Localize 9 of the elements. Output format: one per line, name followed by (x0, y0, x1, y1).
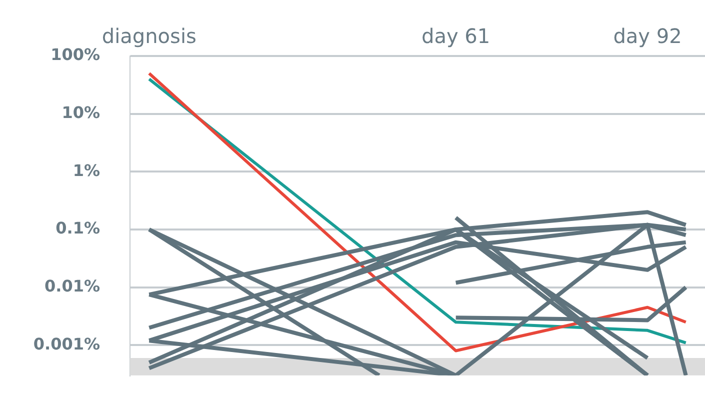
y-tick-label: 0.001% (33, 334, 100, 354)
y-tick-label: 100% (50, 45, 100, 64)
y-tick-label: 10% (62, 102, 100, 122)
y-tick-label: 0.01% (44, 276, 100, 296)
x-tick-label: day 92 (613, 24, 682, 48)
x-tick-label: diagnosis (102, 24, 196, 48)
y-tick-label: 1% (72, 160, 100, 180)
x-tick-label: day 61 (422, 24, 490, 48)
y-tick-label: 0.1% (56, 218, 100, 238)
